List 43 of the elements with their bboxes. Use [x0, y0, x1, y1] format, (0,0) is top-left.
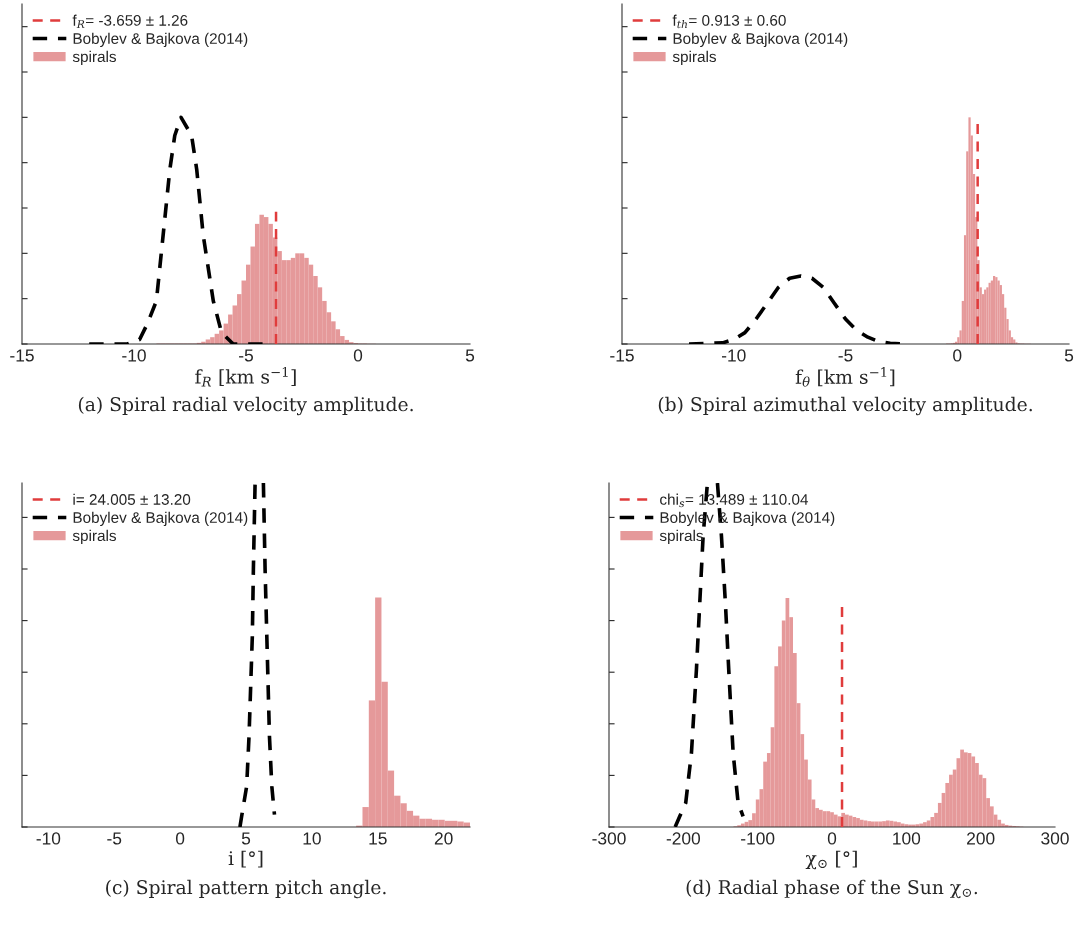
x-axis-title: i [°]	[228, 850, 263, 868]
x-tick-label: 0	[827, 832, 837, 845]
x-tick-label: -10	[36, 832, 61, 845]
x-tick-label: 0	[175, 832, 185, 845]
text: (a) Spiral radial velocity amplitude.	[78, 396, 413, 416]
x-tick-label: -100	[741, 832, 775, 845]
x-axis-title: χ$_{⊙}$ [°]	[805, 850, 857, 870]
x-tick-label: 20	[434, 832, 453, 845]
legend-label: Bobylev & Bajkova (2014)	[73, 511, 248, 526]
x-tick-label: 15	[369, 832, 387, 845]
x-tick-label: -5	[838, 349, 853, 362]
x-tick-label: 200	[967, 832, 995, 845]
x-tick-label: -5	[107, 832, 122, 845]
legend-label: spirals	[72, 529, 117, 545]
legend-label: Bobylev & Bajkova (2014)	[73, 32, 248, 47]
x-tick-label: 0	[953, 349, 962, 362]
legend-label: spirals	[72, 50, 117, 66]
x-axis-title: f$_{R}$ [km s$^{−1}$]	[195, 366, 296, 387]
legend-label: Bobylev & Bajkova (2014)	[673, 32, 848, 47]
x-tick-label: -15	[610, 349, 634, 362]
legend-label: i= 24.005 ± 13.20	[73, 493, 191, 505]
legend-label: f$_{th}$= 0.913 ± 0.60	[672, 14, 786, 29]
x-tick-label: 10	[303, 832, 321, 845]
legend-label: spirals	[659, 529, 704, 545]
x-tick-label: 5	[241, 832, 251, 845]
x-tick-label: -10	[122, 349, 146, 362]
legend-label: chi$_{s}$= 13.489 ± 110.04	[660, 493, 809, 508]
x-tick-label: 5	[1064, 349, 1074, 362]
legend-label: f$_{R}$= -3.659 ± 1.26	[72, 14, 188, 29]
x-tick-label: 300	[1041, 832, 1069, 845]
legend-label: spirals	[672, 50, 717, 66]
x-tick-label: -200	[666, 832, 701, 845]
x-tick-label: -300	[592, 832, 626, 845]
x-tick-label: -10	[721, 349, 746, 362]
text: (c) Spiral pattern pitch angle.	[106, 879, 386, 899]
x-tick-label: 5	[465, 349, 475, 362]
x-tick-label: 100	[893, 832, 921, 845]
x-tick-label: -5	[239, 349, 253, 362]
x-axis-title: f$_{θ}$ [km s$^{−1}$]	[795, 367, 895, 387]
x-tick-label: 0	[353, 349, 363, 362]
x-tick-label: -15	[10, 349, 34, 362]
text: (d) Radial phase of the Sun χ$_{⊙}$.	[686, 879, 978, 899]
text: (b) Spiral azimuthal velocity amplitude.	[658, 396, 1032, 416]
